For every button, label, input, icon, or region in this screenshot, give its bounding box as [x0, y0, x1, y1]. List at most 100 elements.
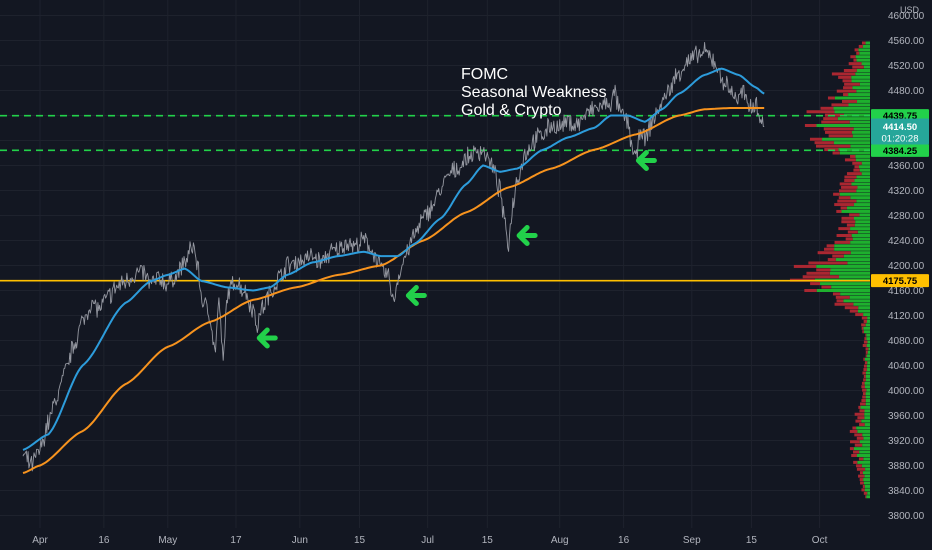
vp-bar-down-36 — [862, 371, 866, 375]
vp-bar-up-65 — [829, 271, 870, 275]
vp-bar-up-110 — [837, 117, 870, 121]
time-axis[interactable]: Apr 16 May 17 Jun 15 Jul 15 Aug 16 Sep 15 Oct — [32, 535, 827, 546]
y-tick-label-14: 4360.00 — [888, 161, 925, 172]
vp-bar-down-68 — [808, 261, 848, 265]
vp-bar-down-53 — [855, 313, 864, 317]
vp-bar-up-66 — [830, 268, 870, 272]
vp-bar-down-96 — [854, 165, 859, 169]
vp-bar-down-117 — [843, 93, 849, 97]
vp-bar-down-13 — [853, 450, 860, 454]
vp-bar-down-98 — [844, 158, 856, 162]
vp-bar-down-54 — [849, 309, 858, 313]
vp-bar-down-99 — [850, 154, 856, 158]
ema-slow-series[interactable] — [22, 107, 765, 474]
vp-bar-down-104 — [809, 137, 823, 141]
vp-bar-down-23 — [857, 416, 865, 420]
price-series[interactable] — [22, 41, 765, 472]
vp-bar-down-8 — [856, 467, 866, 471]
current-price-label: 4414.50 — [883, 122, 917, 133]
vp-bar-up-49 — [863, 326, 870, 330]
vp-bar-down-30 — [862, 392, 866, 396]
y-tick-label-8: 4120.00 — [888, 311, 925, 322]
vp-bar-up-17 — [863, 436, 870, 440]
vp-bar-up-117 — [848, 93, 870, 97]
vp-bar-down-9 — [856, 464, 862, 468]
x-tick-label-5: 15 — [354, 535, 366, 546]
vp-bar-up-96 — [858, 165, 870, 169]
x-tick-label-4: Jun — [292, 535, 308, 546]
vp-bar-down-0 — [865, 495, 867, 499]
vp-bar-up-125 — [863, 65, 870, 69]
vp-bar-down-20 — [852, 426, 857, 430]
vp-bar-up-86 — [856, 199, 870, 203]
vp-bar-up-75 — [852, 237, 870, 241]
vp-bar-up-35 — [865, 374, 870, 378]
vp-bar-up-42 — [867, 350, 870, 354]
vp-bar-up-105 — [852, 134, 870, 138]
vp-bar-down-27 — [860, 402, 866, 406]
vp-bar-down-118 — [836, 89, 857, 93]
vp-bar-down-112 — [806, 110, 835, 114]
vp-bar-down-130 — [854, 48, 859, 52]
vp-bar-up-131 — [862, 44, 870, 48]
vp-bar-down-79 — [846, 223, 855, 227]
level-badge-label-1: 4384.25 — [883, 146, 918, 157]
vp-bar-down-100 — [832, 151, 840, 155]
vp-bar-down-82 — [849, 213, 860, 217]
vp-bar-down-72 — [824, 247, 835, 251]
vp-bar-down-103 — [814, 141, 834, 145]
vp-bar-down-3 — [862, 484, 865, 488]
vp-bar-down-74 — [834, 240, 851, 244]
vp-bar-up-83 — [841, 209, 870, 213]
vp-bar-down-91 — [839, 182, 852, 186]
vp-bar-down-57 — [836, 299, 844, 303]
vp-bar-down-89 — [838, 189, 857, 193]
y-tick-label-17: 4480.00 — [888, 86, 925, 97]
vp-bar-up-74 — [850, 240, 870, 244]
vp-bar-down-46 — [864, 337, 867, 341]
vp-bar-up-76 — [851, 234, 870, 237]
vp-bar-up-107 — [853, 127, 870, 131]
vp-bar-up-10 — [857, 460, 870, 464]
vp-bar-up-99 — [855, 154, 870, 158]
vp-bar-up-121 — [851, 79, 870, 83]
vp-bar-down-92 — [844, 179, 855, 182]
vp-bar-up-44 — [866, 344, 870, 347]
vp-bar-down-125 — [852, 65, 864, 69]
vp-bar-down-2 — [861, 488, 865, 492]
vp-bar-up-113 — [833, 106, 870, 110]
vp-bar-up-37 — [866, 368, 870, 372]
y-tick-label-1: 3840.00 — [888, 486, 925, 497]
price-axis[interactable]: USD 3800.00 3840.00 3880.00 3920.00 3960.00 4… — [888, 5, 925, 522]
vp-bar-up-24 — [864, 412, 870, 416]
vp-bar-up-1 — [867, 491, 870, 495]
vp-bar-down-34 — [863, 378, 866, 382]
currency-label: USD — [900, 5, 920, 15]
grid-lines — [0, 0, 870, 528]
vp-bar-up-11 — [863, 457, 870, 461]
vp-bar-up-90 — [857, 185, 870, 189]
vp-bar-up-55 — [858, 306, 870, 310]
vp-bar-up-98 — [855, 158, 870, 162]
vp-bar-down-58 — [835, 295, 850, 299]
vp-bar-down-28 — [861, 399, 866, 402]
vp-bar-up-4 — [863, 481, 870, 485]
vp-bar-up-94 — [861, 172, 870, 176]
vp-bar-down-73 — [826, 244, 835, 248]
vp-bar-up-46 — [866, 337, 870, 341]
vp-bar-up-57 — [843, 299, 870, 303]
ema-fast-series[interactable] — [22, 67, 765, 451]
green-arrow-0 — [256, 327, 278, 349]
vp-bar-up-128 — [855, 55, 870, 59]
vp-bar-up-25 — [864, 409, 870, 413]
vp-bar-down-116 — [827, 96, 835, 100]
vp-bar-up-71 — [850, 251, 870, 255]
y-tick-label-19: 4560.00 — [888, 36, 925, 47]
vp-bar-up-29 — [865, 395, 870, 399]
vp-bar-up-36 — [865, 371, 870, 375]
vp-bar-down-48 — [862, 330, 864, 334]
level-badge-2 — [871, 274, 929, 288]
vp-bar-down-1 — [863, 491, 868, 495]
